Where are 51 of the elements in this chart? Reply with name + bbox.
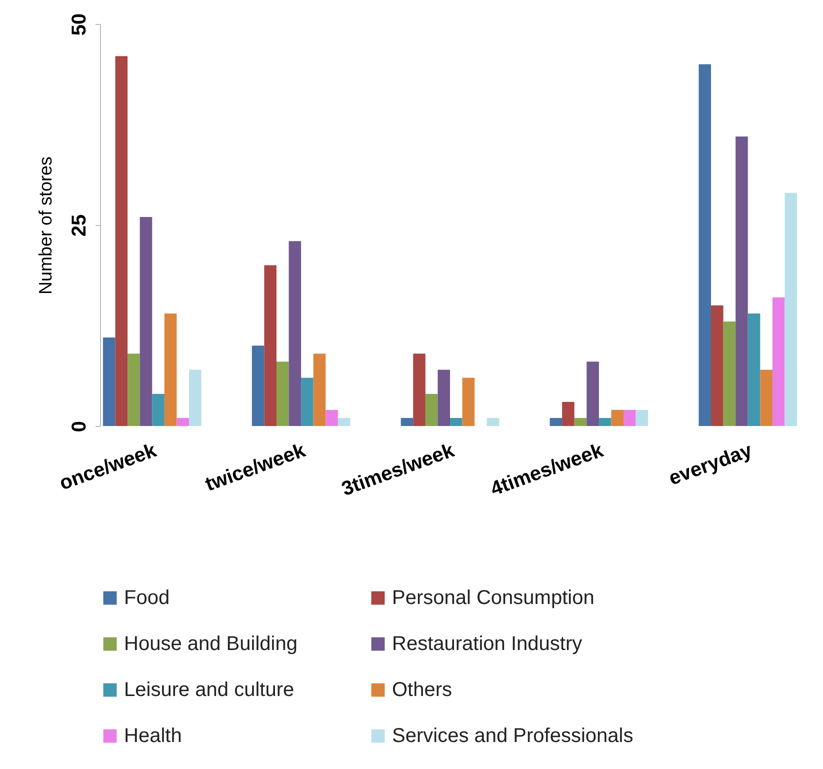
bar [338,418,350,426]
bar [550,418,562,426]
bar [413,354,426,426]
bar [698,64,712,426]
bar [301,378,314,426]
bar [176,418,189,426]
legend-label: Health [124,725,182,747]
bar [586,362,599,426]
bar [574,418,587,426]
legend-label: Restauration Industry [392,633,582,655]
bar [313,354,326,426]
bar [462,378,475,426]
bar [252,346,264,426]
bar [288,241,302,426]
bar [128,354,140,426]
bar [425,394,438,426]
bar [486,418,500,426]
bar [748,313,760,426]
y-axis-title: Number of stores [36,156,56,295]
bar [784,192,798,426]
legend-label: Food [124,587,170,609]
bar [152,394,164,426]
bar [188,370,202,426]
bar [636,410,648,426]
bar [723,321,736,426]
bar [772,297,785,426]
legend-label: Services and Professionals [392,725,634,747]
legend-label: Others [392,679,452,701]
legend-label: House and Building [124,633,298,655]
bar [760,370,772,426]
bar [326,410,338,426]
bar [611,410,624,426]
bar [736,136,748,426]
bar [264,265,276,426]
legend-label: Personal Consumption [392,587,594,609]
bar [400,418,414,426]
bar [598,418,612,426]
legend-label: Leisure and culture [124,679,294,701]
bar [140,216,152,426]
y-tick-label: 50 [68,13,90,36]
bar [450,418,462,426]
bar [562,402,574,426]
bar [164,313,177,426]
bar [711,305,724,426]
bar [102,338,116,426]
bar [115,56,128,426]
bar [438,370,450,426]
bar [624,410,636,426]
y-tick-label: 0 [68,420,90,432]
bar [276,362,289,426]
y-tick-label: 25 [68,214,90,237]
